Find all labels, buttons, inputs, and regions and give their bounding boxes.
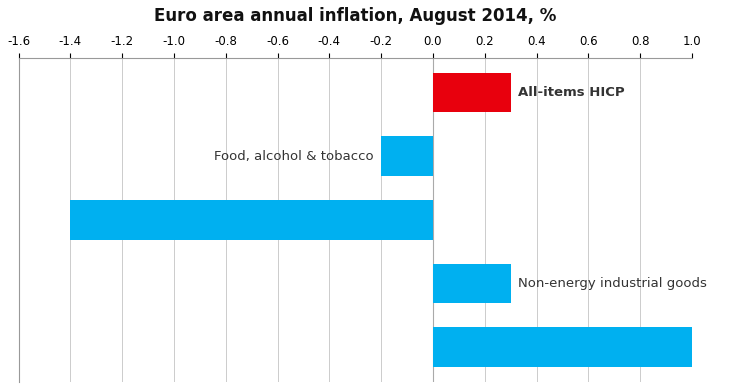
- Text: Non-energy industrial goods: Non-energy industrial goods: [519, 277, 707, 290]
- Bar: [433, 73, 511, 112]
- Bar: [381, 137, 433, 176]
- Bar: [433, 327, 692, 367]
- Text: All-items HICP: All-items HICP: [519, 86, 625, 99]
- Bar: [433, 264, 511, 303]
- Text: Food, alcohol & tobacco: Food, alcohol & tobacco: [214, 150, 374, 163]
- Title: Euro area annual inflation, August 2014, %: Euro area annual inflation, August 2014,…: [154, 7, 556, 25]
- Bar: [70, 200, 433, 240]
